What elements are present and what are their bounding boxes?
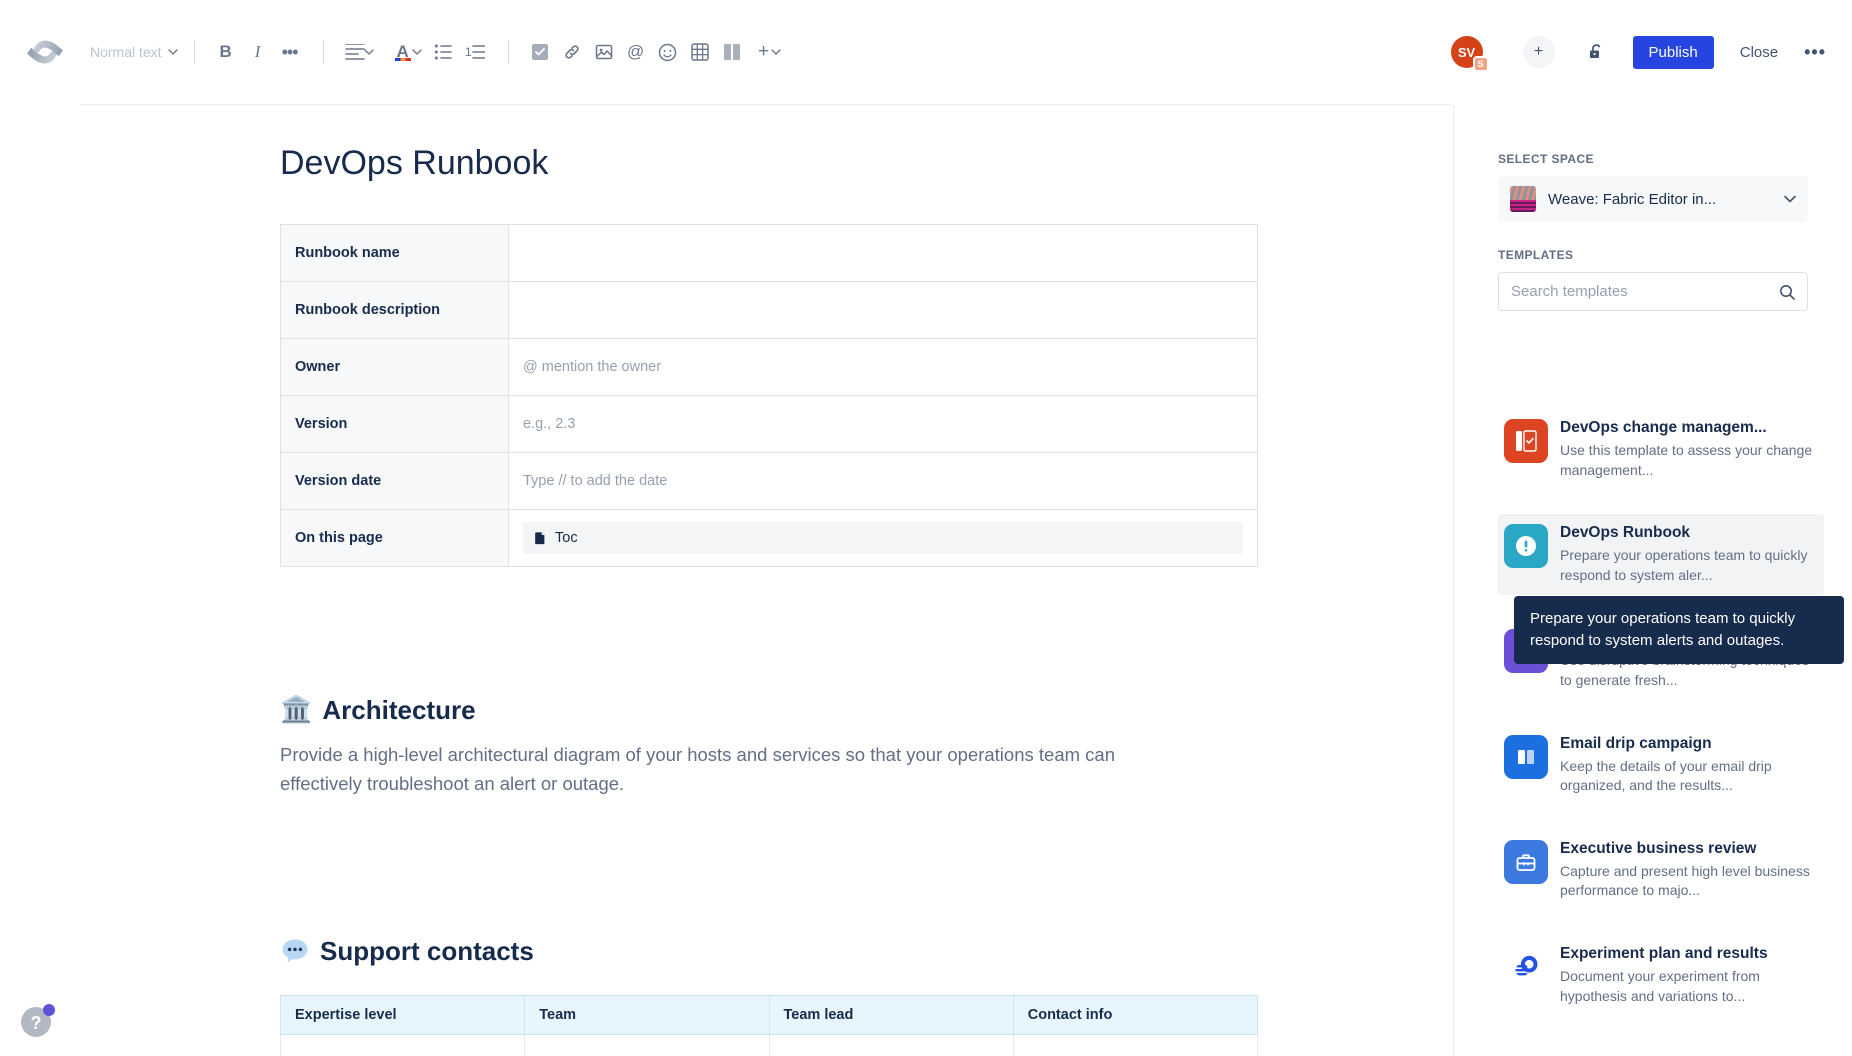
svg-text:?: ?	[31, 1013, 42, 1033]
svg-text:1: 1	[465, 45, 472, 59]
